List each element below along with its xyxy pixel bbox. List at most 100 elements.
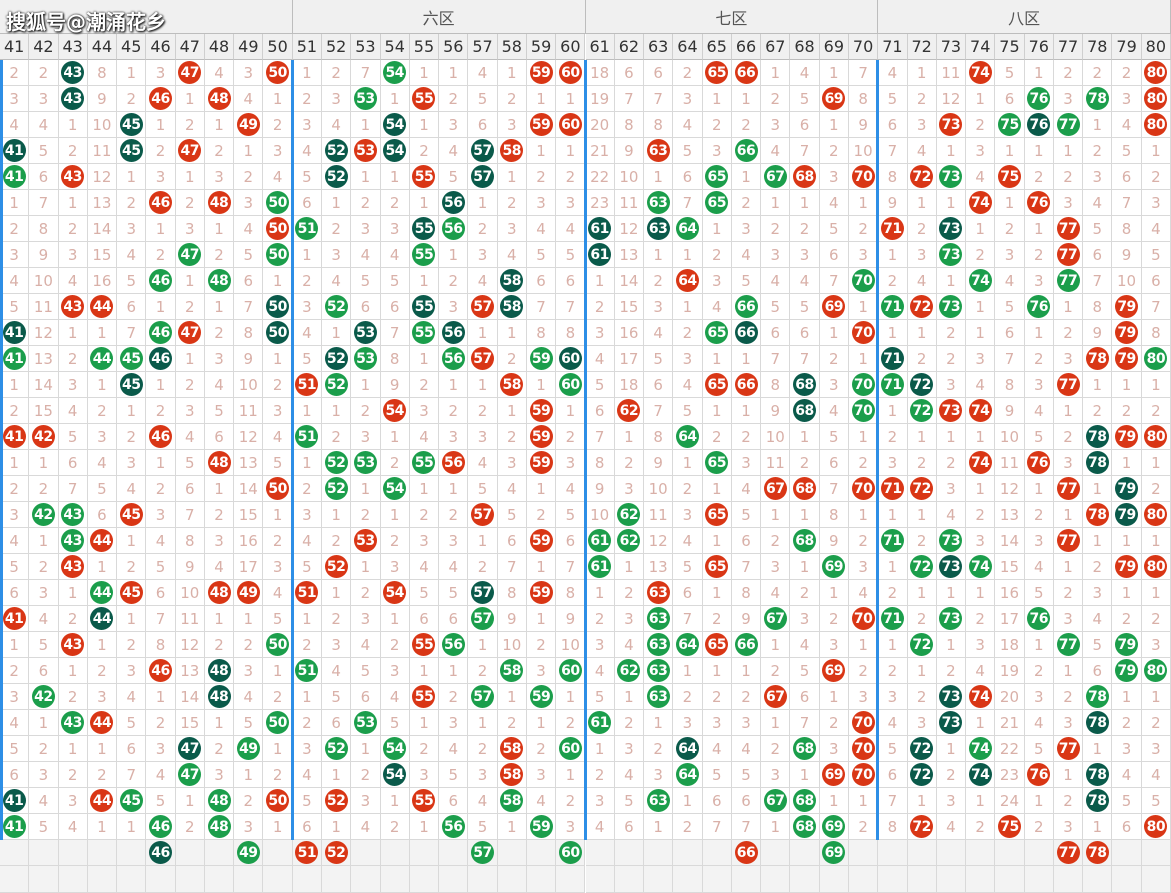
- summary-cell: [117, 840, 147, 866]
- summary-cell: [702, 840, 732, 866]
- trend-cell: 1: [614, 684, 645, 710]
- trend-cell: 2: [1112, 710, 1142, 736]
- trend-cell: 3: [966, 346, 996, 372]
- trend-cell: 4: [1141, 762, 1171, 788]
- trend-cell: 6: [0, 762, 30, 788]
- number-ball: 56: [441, 217, 465, 240]
- trend-cell: 1: [731, 658, 762, 684]
- trend-cell: 1: [702, 658, 732, 684]
- column-header: 57: [468, 34, 498, 60]
- summary-cell: 46: [146, 840, 176, 866]
- trend-cell: 1: [292, 684, 323, 710]
- summary-cell: [0, 840, 30, 866]
- trend-cell: 3: [0, 684, 30, 710]
- trend-cell: 60: [556, 112, 586, 138]
- trend-cell: 1: [907, 502, 937, 528]
- number-ball: 72: [910, 633, 934, 656]
- trend-cell: 1: [146, 216, 176, 242]
- number-ball: 59: [529, 347, 553, 370]
- trend-cell: 52: [322, 450, 352, 476]
- trend-cell: 48: [204, 268, 235, 294]
- trend-cell: 79: [1112, 658, 1142, 684]
- trend-cell: 10: [585, 502, 615, 528]
- trend-cell: 80: [1141, 502, 1171, 528]
- trend-cell: 1: [1083, 528, 1113, 554]
- summary-cell: [878, 840, 908, 866]
- trend-cell: 2: [936, 320, 967, 346]
- trend-cell: 53: [351, 450, 381, 476]
- column-header: 79: [1112, 34, 1142, 60]
- summary-cell: [907, 840, 937, 866]
- trend-cell: 77: [1053, 112, 1084, 138]
- trend-cell: 2: [409, 372, 440, 398]
- trend-cell: 5: [526, 242, 557, 268]
- trend-cell: 4: [175, 424, 205, 450]
- trend-cell: 18: [995, 632, 1025, 658]
- trend-cell: 13: [29, 346, 59, 372]
- number-ball: 63: [646, 191, 670, 214]
- trend-cell: 44: [87, 580, 118, 606]
- trend-cell: 2: [439, 398, 469, 424]
- number-ball: 46: [149, 191, 172, 214]
- number-ball: 79: [1115, 477, 1139, 500]
- trend-cell: 2: [731, 684, 762, 710]
- trend-cell: 63: [644, 216, 674, 242]
- trend-cell: 3: [1141, 632, 1171, 658]
- trend-cell: 76: [1024, 112, 1054, 138]
- number-ball: 46: [149, 269, 172, 292]
- trend-cell: 1: [1053, 294, 1084, 320]
- trend-cell: 5: [87, 476, 118, 502]
- trend-cell: 48: [204, 86, 235, 112]
- trend-cell: 8: [87, 60, 118, 86]
- trend-cell: 59: [526, 450, 557, 476]
- number-ball: 52: [324, 555, 348, 578]
- column-header: 76: [1024, 34, 1054, 60]
- trend-cell: 2: [1053, 580, 1084, 606]
- trend-cell: 2: [146, 138, 176, 164]
- number-ball: 72: [910, 815, 934, 838]
- number-ball: 78: [1085, 685, 1109, 708]
- trend-cell: 79: [1112, 424, 1142, 450]
- trend-cell: 1: [117, 164, 147, 190]
- trend-cell: 9: [1112, 242, 1142, 268]
- column-header: 50: [263, 34, 293, 60]
- trend-cell: 50: [263, 294, 293, 320]
- empty-cell: [761, 866, 791, 893]
- trend-cell: 1: [409, 112, 440, 138]
- trend-cell: 1: [556, 762, 586, 788]
- trend-cell: 7: [1083, 268, 1113, 294]
- trend-cell: 5: [292, 164, 323, 190]
- trend-cell: 72: [907, 762, 937, 788]
- trend-cell: 66: [731, 138, 762, 164]
- trend-cell: 67: [761, 606, 791, 632]
- trend-cell: 1: [1053, 502, 1084, 528]
- trend-cell: 57: [468, 684, 498, 710]
- trend-cell: 1: [966, 710, 996, 736]
- trend-cell: 1: [848, 346, 879, 372]
- trend-cell: 1: [1024, 216, 1054, 242]
- trend-cell: 5: [468, 86, 498, 112]
- trend-cell: 2: [322, 528, 352, 554]
- trend-cell: 4: [0, 268, 30, 294]
- number-ball: 70: [851, 399, 875, 422]
- empty-cell: [204, 866, 235, 893]
- number-ball: 55: [412, 789, 436, 812]
- trend-cell: 72: [907, 736, 937, 762]
- number-ball: 66: [734, 633, 758, 656]
- trend-cell: 6: [58, 450, 88, 476]
- trend-cell: 1: [761, 190, 791, 216]
- trend-cell: 18: [585, 60, 615, 86]
- trend-cell: 4: [907, 268, 937, 294]
- number-ball: 44: [90, 529, 114, 552]
- number-ball: 43: [61, 295, 85, 318]
- trend-cell: 3: [380, 554, 410, 580]
- trend-cell: 2: [204, 632, 235, 658]
- trend-cell: 1: [263, 502, 293, 528]
- trend-cell: 62: [614, 502, 645, 528]
- number-ball: 57: [471, 607, 495, 630]
- trend-cell: 42: [29, 424, 59, 450]
- trend-cell: 9: [175, 554, 205, 580]
- trend-cell: 3: [468, 762, 498, 788]
- trend-cell: 5: [585, 372, 615, 398]
- trend-cell: 1: [0, 190, 30, 216]
